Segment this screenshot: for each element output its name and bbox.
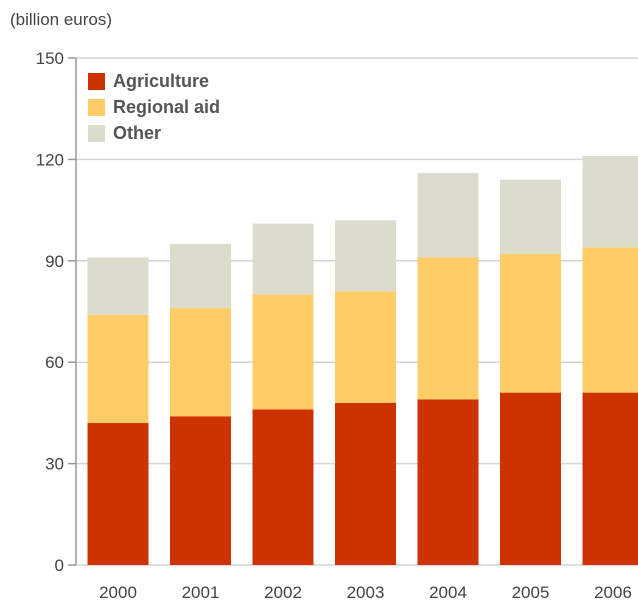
x-tick-label-2006: 2006 — [594, 583, 632, 602]
bar-regional-aid-2006 — [582, 247, 638, 393]
y-unit-label: (billion euros) — [10, 10, 113, 29]
legend-swatch-regional-aid — [88, 98, 105, 116]
bar-other-2005 — [500, 179, 561, 255]
bar-agriculture-2003 — [335, 402, 396, 565]
legend-label-regional-aid: Regional aid — [113, 96, 221, 117]
legend-item-agriculture: Agriculture — [88, 68, 220, 94]
bar-agriculture-2005 — [500, 392, 561, 565]
x-tick-label-2000: 2000 — [99, 583, 137, 602]
y-tick-label-150: 150 — [36, 49, 64, 68]
bar-agriculture-2000 — [87, 423, 149, 565]
y-tick-label-60: 60 — [45, 353, 64, 372]
axes: 0 30 60 90 120 150 2000 2001 2002 2003 2004 2005 200… — [36, 49, 632, 602]
legend-item-regional-aid: Regional aid — [88, 94, 220, 120]
y-tick-label-120: 120 — [36, 150, 64, 169]
bar-regional-aid-2002 — [252, 294, 314, 410]
bar-other-2001 — [170, 243, 231, 309]
legend: Agriculture Regional aid Other — [88, 68, 220, 146]
bar-regional-aid-2001 — [170, 308, 231, 417]
bar-regional-aid-2000 — [87, 314, 149, 424]
x-tick-label-2004: 2004 — [429, 583, 467, 602]
bar-agriculture-2006 — [582, 392, 638, 565]
bar-other-2003 — [335, 220, 396, 292]
bar-other-2000 — [87, 257, 149, 315]
bar-agriculture-2001 — [170, 416, 231, 565]
x-tick-label-2002: 2002 — [264, 583, 302, 602]
y-tick-label-0: 0 — [55, 556, 64, 575]
legend-swatch-other — [88, 124, 105, 142]
bar-agriculture-2002 — [252, 409, 314, 565]
bar-regional-aid-2005 — [500, 254, 561, 393]
x-tick-label-2005: 2005 — [512, 583, 550, 602]
bar-other-2002 — [252, 223, 314, 295]
bars — [87, 156, 638, 565]
bar-regional-aid-2004 — [417, 257, 479, 400]
y-tick-label-90: 90 — [45, 252, 64, 271]
legend-label-other: Other — [113, 122, 162, 143]
x-tick-label-2001: 2001 — [182, 583, 220, 602]
bar-agriculture-2004 — [417, 399, 479, 565]
bar-other-2006 — [582, 156, 638, 248]
x-tick-label-2003: 2003 — [347, 583, 385, 602]
bar-other-2004 — [417, 172, 479, 258]
bar-regional-aid-2003 — [335, 291, 396, 403]
legend-swatch-agriculture — [88, 72, 105, 90]
legend-item-other: Other — [88, 120, 220, 146]
legend-label-agriculture: Agriculture — [113, 70, 210, 91]
y-tick-label-30: 30 — [45, 455, 64, 474]
